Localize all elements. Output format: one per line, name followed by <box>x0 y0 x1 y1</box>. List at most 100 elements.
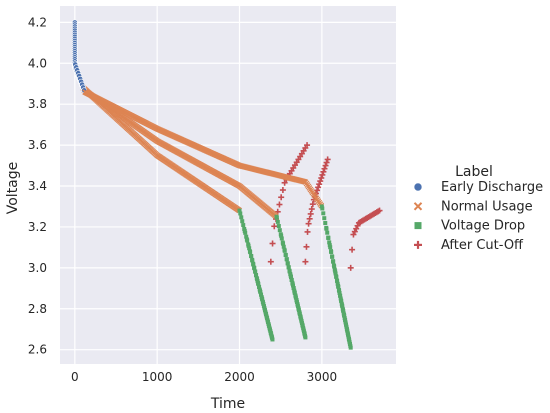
voltage-drop-point <box>295 302 300 307</box>
y-tick-label: 2.8 <box>28 302 47 316</box>
legend-marker-normal-usage <box>413 202 423 211</box>
voltage-drop-point <box>334 278 339 283</box>
legend-marker-voltage-drop <box>414 222 422 230</box>
voltage-drop-point <box>320 206 325 211</box>
voltage-drop-point <box>281 241 286 246</box>
voltage-drop-point <box>275 219 280 224</box>
voltage-drop-point <box>342 316 347 321</box>
voltage-drop-point <box>340 304 345 309</box>
x-axis-label: Time <box>210 396 245 412</box>
voltage-drop-point <box>289 278 294 283</box>
voltage-drop-point <box>319 204 324 209</box>
voltage-drop-point <box>338 293 343 298</box>
voltage-drop-point <box>276 224 281 229</box>
legend-label: Normal Usage <box>441 199 533 214</box>
after-cut-off-point <box>320 168 327 175</box>
voltage-drop-point <box>295 304 300 309</box>
voltage-drop-point <box>249 254 254 259</box>
voltage-drop-point <box>322 216 327 221</box>
voltage-drop-point <box>254 273 258 278</box>
plot-background <box>60 6 396 364</box>
voltage-drop-point <box>333 271 338 276</box>
voltage-drop-point <box>247 249 252 254</box>
voltage-drop-point <box>341 311 346 316</box>
after-cut-off-point <box>324 156 331 163</box>
y-tick-label: 2.6 <box>28 343 47 357</box>
voltage-drop-point <box>330 254 335 259</box>
voltage-drop-point <box>261 301 266 306</box>
after-cut-off-point <box>307 210 314 217</box>
voltage-drop-point <box>244 237 249 242</box>
voltage-drop-point <box>339 299 344 304</box>
voltage-drop-point <box>270 337 275 342</box>
voltage-drop-point <box>340 306 345 311</box>
voltage-drop-point <box>325 230 330 235</box>
voltage-drop-point <box>343 318 348 323</box>
y-tick-label: 3.0 <box>28 261 47 275</box>
voltage-drop-point <box>293 293 298 298</box>
x-tick-labels: 0 1000 2000 3000 <box>71 370 337 384</box>
voltage-drop-point <box>252 266 257 271</box>
after-cut-off-point <box>323 159 330 166</box>
legend-label: Voltage Drop <box>441 219 525 234</box>
after-cut-off-point <box>304 228 311 235</box>
after-cut-off-point <box>305 220 312 227</box>
x-tick-label: 3000 <box>307 370 338 384</box>
voltage-drop-point <box>285 261 290 266</box>
x-tick-label: 0 <box>71 370 79 384</box>
voltage-drop-point <box>240 219 245 224</box>
voltage-drop-point <box>257 287 262 292</box>
voltage-drop-point <box>327 243 332 248</box>
after-cut-off-point <box>271 223 278 230</box>
voltage-drop-point <box>261 304 266 309</box>
legend-label: After Cut-Off <box>441 238 524 253</box>
voltage-drop-point <box>331 263 336 268</box>
voltage-drop-point <box>321 211 326 216</box>
after-cut-off-point <box>347 264 354 271</box>
x-tick-label: 1000 <box>142 370 173 384</box>
legend-marker-after-cut-off <box>414 240 422 249</box>
voltage-drop-point <box>287 268 292 273</box>
voltage-drop-point <box>251 262 256 267</box>
voltage-drop-point <box>258 290 263 295</box>
voltage-drop-point <box>292 291 297 296</box>
voltage-drop-point <box>292 288 297 293</box>
y-axis-label: Voltage <box>5 162 21 215</box>
voltage-drop-point <box>242 228 247 233</box>
voltage-drop-point <box>238 211 243 216</box>
voltage-drop-point <box>303 335 308 340</box>
voltage-drop-point <box>237 208 242 213</box>
y-tick-label: 3.6 <box>28 138 47 152</box>
voltage-drop-point <box>293 295 298 300</box>
data-marks <box>71 19 383 350</box>
voltage-drop-point <box>259 295 264 300</box>
voltage-drop-point <box>281 244 286 249</box>
voltage-drop-point <box>342 313 347 318</box>
voltage-drop-point <box>294 300 299 305</box>
voltage-drop-point <box>339 301 344 306</box>
voltage-drop-point <box>253 269 258 274</box>
voltage-drop-point <box>344 326 349 331</box>
voltage-drop-point <box>279 233 284 238</box>
voltage-drop-point <box>326 236 331 241</box>
x-tick-label: 2000 <box>224 370 255 384</box>
voltage-drop-point <box>343 320 348 325</box>
after-cut-off-point <box>349 246 356 253</box>
after-cut-off-point <box>315 184 322 191</box>
voltage-drop-point <box>288 271 293 276</box>
voltage-drop-point <box>323 221 328 226</box>
voltage-drop-point <box>336 287 341 292</box>
after-cut-off-point <box>317 178 324 185</box>
voltage-drop-point <box>284 257 289 262</box>
after-cut-off-point <box>316 181 323 188</box>
y-tick-labels: 2.6 2.8 3.0 3.2 3.4 3.6 3.8 4.0 4.2 <box>28 15 47 356</box>
after-cut-off-point <box>309 201 316 208</box>
voltage-drop-point <box>277 228 282 233</box>
voltage-drop-point <box>331 259 336 264</box>
after-cut-off-point <box>278 194 285 201</box>
voltage-drop-point <box>260 299 265 304</box>
voltage-drop-point <box>335 281 340 286</box>
voltage-drop-point <box>259 292 264 297</box>
voltage-drop-point <box>283 252 288 257</box>
